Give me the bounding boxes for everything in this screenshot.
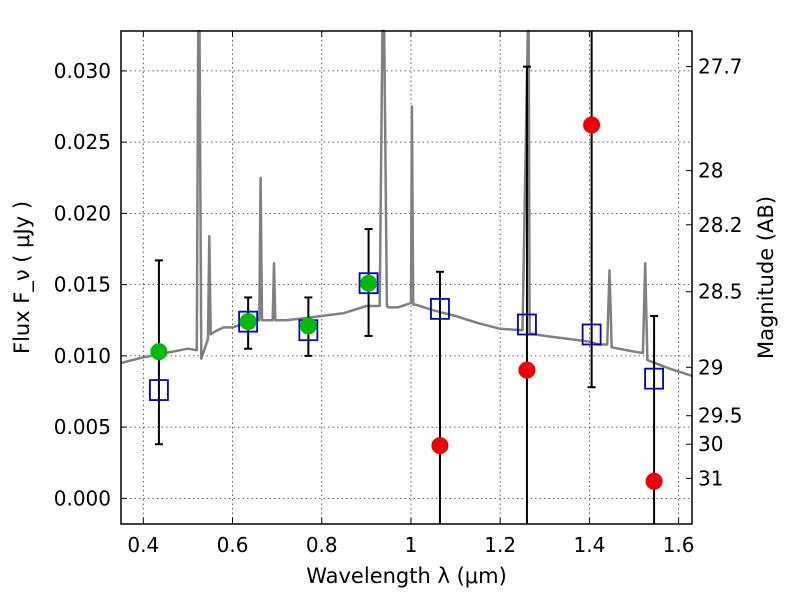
x-tick-label: 1.6 bbox=[663, 533, 695, 557]
y-tick-label: 0.010 bbox=[54, 344, 111, 368]
right-tick-label: 28.2 bbox=[698, 213, 743, 237]
x-axis-title: Wavelength λ (μm) bbox=[306, 564, 507, 588]
x-tick-label: 0.8 bbox=[306, 533, 338, 557]
right-tick-label: 29 bbox=[698, 355, 723, 379]
observed-flux-point bbox=[645, 472, 663, 490]
observed-flux-point bbox=[239, 313, 257, 331]
model-photometry-square bbox=[430, 297, 450, 320]
y-tick-label: 0.015 bbox=[54, 273, 111, 297]
observed-flux-point bbox=[299, 317, 317, 335]
right-tick-label: 29.5 bbox=[698, 404, 743, 428]
y-axis-title: Flux F_ν ( μJy ) bbox=[10, 201, 35, 354]
y-tick-label: 0.000 bbox=[54, 486, 111, 510]
observed-flux-point bbox=[150, 343, 168, 361]
y-tick-label: 0.025 bbox=[54, 130, 111, 154]
y-tick-label: 0.030 bbox=[54, 59, 111, 83]
y-tick-label: 0.005 bbox=[54, 415, 111, 439]
plot-frame bbox=[120, 30, 693, 525]
x-tick-label: 0.4 bbox=[127, 533, 159, 557]
right-tick-label: 30 bbox=[698, 432, 723, 456]
x-tick-label: 1 bbox=[405, 533, 418, 557]
x-tick-label: 1.4 bbox=[573, 533, 605, 557]
y-tick-label: 0.020 bbox=[54, 201, 111, 225]
right-axis-title: Magnitude (AB) bbox=[754, 196, 778, 359]
right-tick-label: 28 bbox=[698, 159, 723, 183]
marker-layer bbox=[149, 116, 664, 490]
x-tick-label: 1.2 bbox=[484, 533, 516, 557]
observed-flux-point bbox=[431, 437, 449, 455]
model-photometry-square bbox=[581, 323, 602, 346]
model-photometry-square bbox=[644, 367, 664, 390]
model-photometry-square bbox=[149, 379, 169, 401]
grid-layer bbox=[121, 31, 692, 524]
observed-flux-point bbox=[360, 274, 378, 292]
errorbar-layer bbox=[154, 31, 659, 524]
right-tick-label: 31 bbox=[698, 466, 723, 490]
spectrum-layer bbox=[120, 29, 693, 377]
observed-flux-point bbox=[583, 116, 601, 134]
right-tick-label: 28.5 bbox=[698, 280, 743, 304]
model-photometry-square bbox=[517, 313, 537, 336]
model-photometry-square bbox=[358, 272, 379, 295]
observed-flux-point bbox=[518, 361, 536, 379]
x-tick-label: 0.6 bbox=[217, 533, 249, 557]
right-tick-label: 27.7 bbox=[698, 55, 743, 79]
tick-layer: 0.4 0.6 0.8 1 1.2 1.4 1.6 0.000 0.005 0.010 0.015 0… bbox=[54, 31, 743, 557]
model-spectrum-line bbox=[120, 29, 693, 377]
model-photometry-square bbox=[238, 310, 259, 333]
